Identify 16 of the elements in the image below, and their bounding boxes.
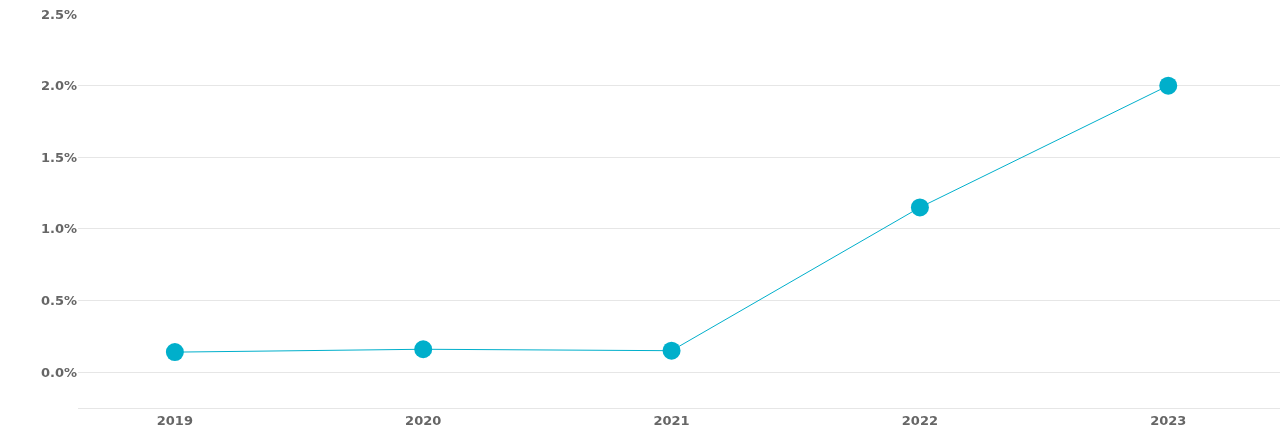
point: [662, 341, 681, 360]
point: [910, 198, 929, 217]
x-tick-label: 2022: [901, 412, 938, 428]
x-tick-label: 2020: [405, 412, 442, 428]
point: [414, 340, 433, 359]
x-tick-label: 2023: [1150, 412, 1187, 428]
y-tick-label: 1.0%: [40, 221, 77, 237]
y-tick-label: 1.5%: [40, 149, 77, 165]
point: [1159, 76, 1178, 95]
y-tick-label: 2.5%: [40, 6, 77, 22]
point: [165, 343, 184, 362]
x-tick-label: 2021: [653, 412, 690, 428]
x-tick-label: 2019: [156, 412, 193, 428]
y-tick-label: 0.5%: [40, 293, 77, 309]
y-tick-label: 0.0%: [40, 364, 77, 380]
y-tick-label: 2.0%: [40, 78, 77, 94]
